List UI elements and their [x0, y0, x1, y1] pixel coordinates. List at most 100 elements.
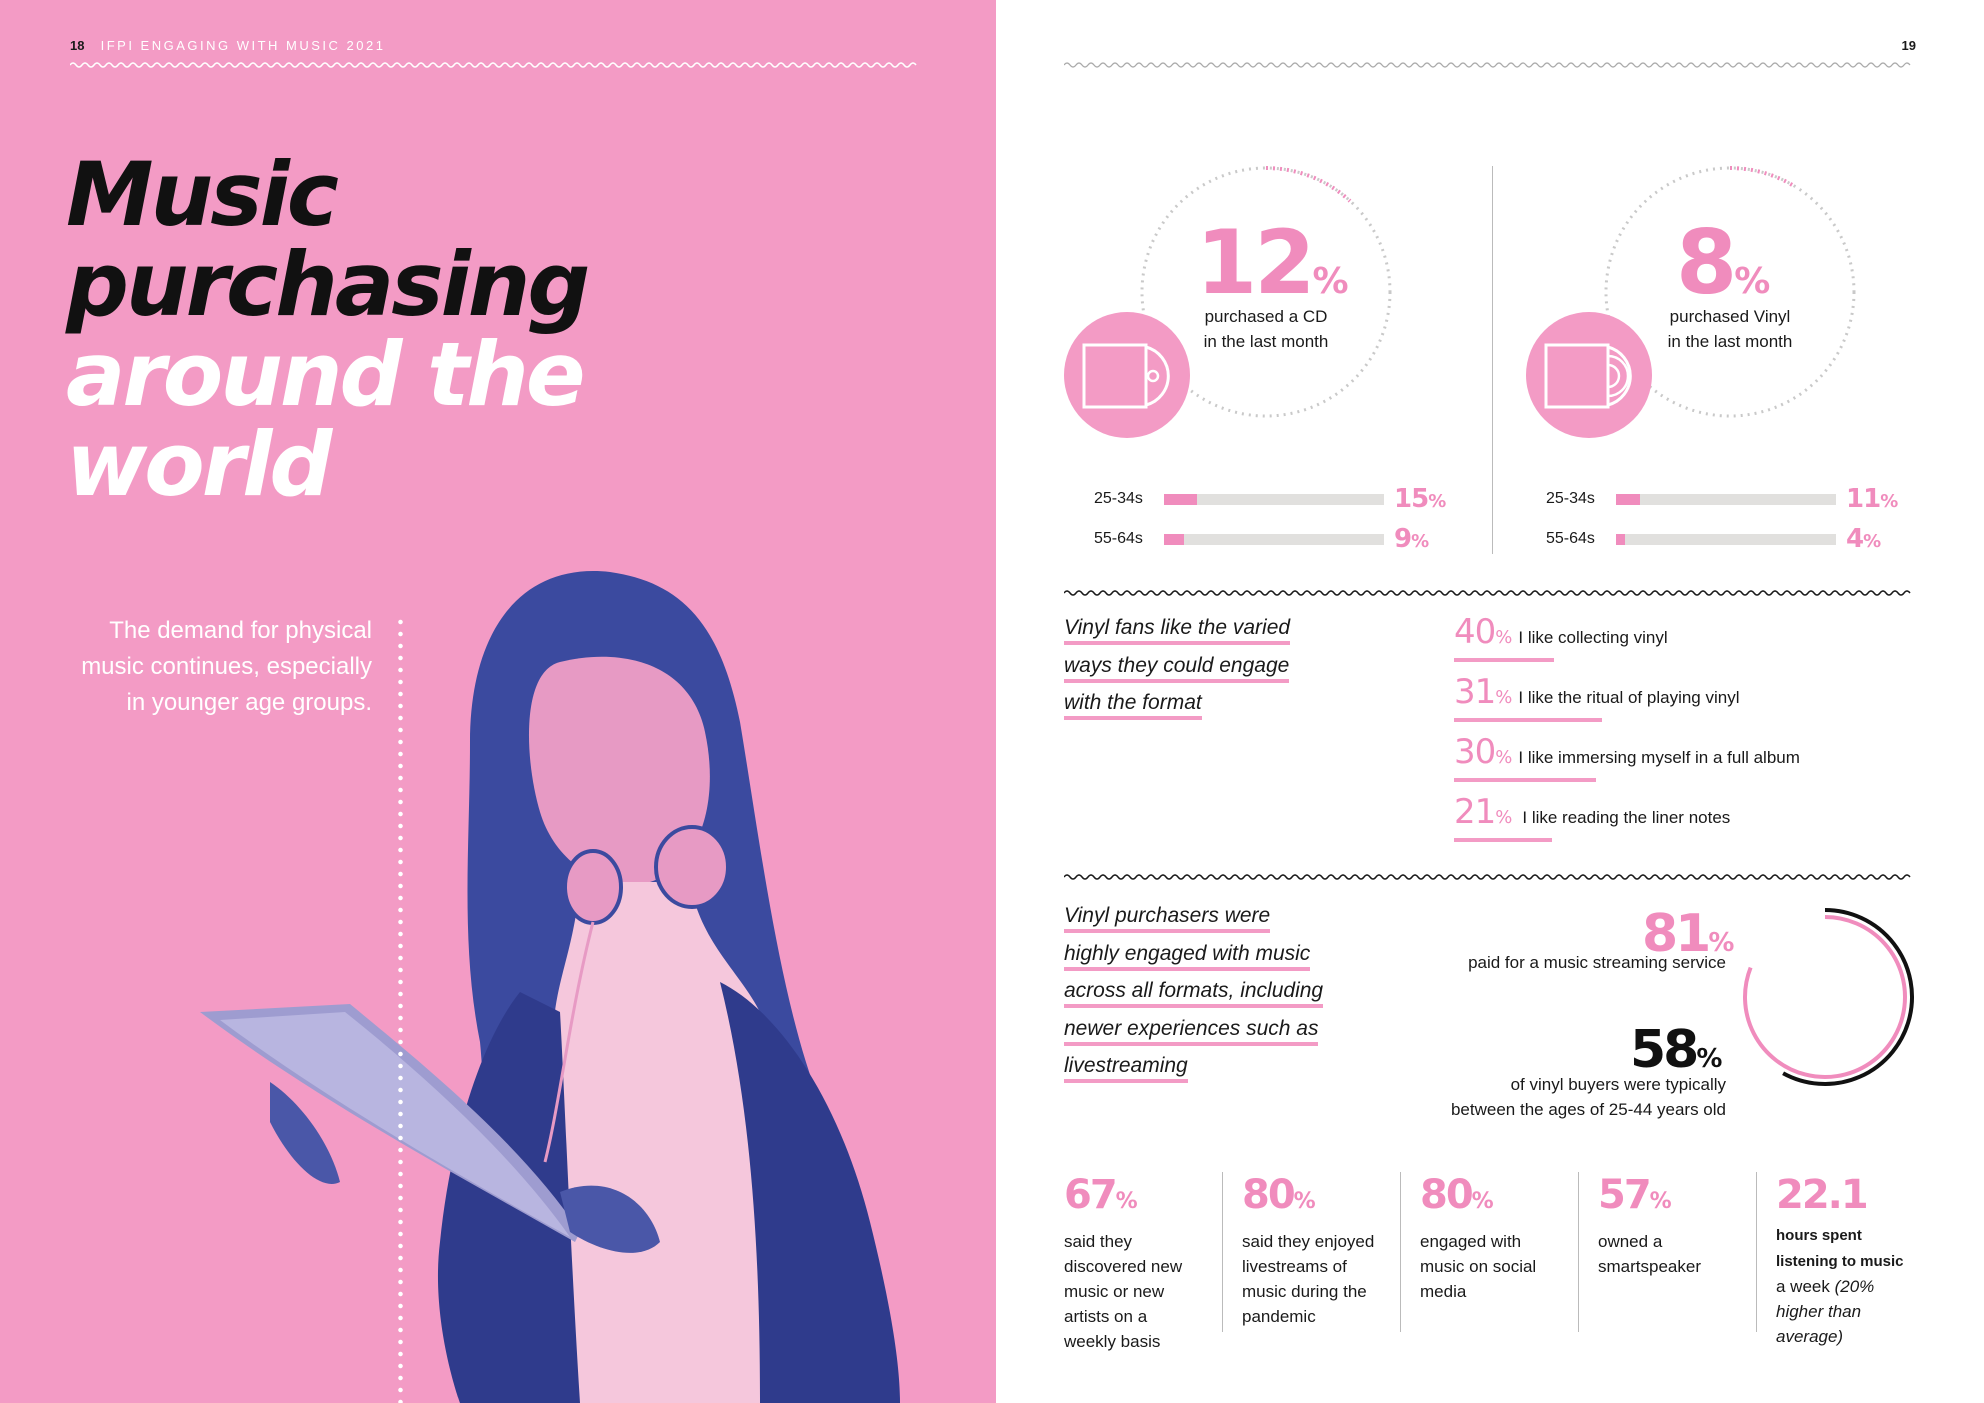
column-2-line-1: said they enjoyed	[1242, 1232, 1375, 1251]
left-page: 18 IFPI ENGAGING WITH MUSIC 2021 Music p…	[0, 0, 996, 1403]
vinyl-bar-row-1: 25-34s 11%	[1546, 484, 1898, 514]
hours-line-3a: a week	[1776, 1277, 1830, 1296]
stat-column-1: 67% said they discovered new music or ne…	[1064, 1172, 1214, 1354]
column-3-line-3: media	[1420, 1282, 1467, 1301]
vinyl-bar-track-2	[1616, 533, 1836, 545]
cd-dotted-ring	[1140, 166, 1392, 418]
intro-line-1: The demand for physical	[109, 617, 372, 644]
streaming-ring-chart	[1743, 908, 1914, 1086]
vinyl-bar-value-2: 4%	[1846, 524, 1881, 554]
purchasers-quote-line-3: across all formats, including	[1064, 977, 1324, 1008]
intro-line-3: in younger age groups.	[126, 689, 372, 716]
fans-item-3-number: 30	[1454, 732, 1496, 772]
cd-percent-sign: %	[1312, 261, 1349, 302]
vinyl-icon	[1526, 312, 1652, 438]
streaming-description: paid for a music streaming service	[1468, 953, 1726, 972]
fans-item-4-value: 21%	[1454, 792, 1512, 832]
fans-item-1-text: I like collecting vinyl	[1518, 628, 1668, 647]
stat-column-2: 80% said they enjoyed livestreams of mus…	[1242, 1172, 1392, 1329]
column-3-line-2: music on social	[1420, 1257, 1537, 1276]
column-4-value: 57%	[1598, 1172, 1748, 1225]
fans-list-item-2: 31% I like the ritual of playing vinyl	[1454, 672, 1739, 712]
vinyl-fans-quote: Vinyl fans like the varied ways they cou…	[1064, 612, 1364, 725]
stat-column-3: 80% engaged with music on social media	[1420, 1172, 1570, 1304]
fans-item-3-underline	[1454, 778, 1596, 782]
column-1-sign: %	[1115, 1189, 1138, 1214]
streaming-percentage: 81%	[1642, 904, 1734, 964]
fans-quote-line-3: with the format	[1064, 689, 1202, 720]
fans-quote-line-2: ways they could engage	[1064, 652, 1290, 683]
vinyl-bar-value-1-number: 11	[1846, 484, 1881, 514]
cd-icon	[1064, 312, 1190, 438]
column-2-line-2: livestreams of	[1242, 1257, 1347, 1276]
fans-item-1-underline	[1454, 658, 1554, 662]
vinyl-purchasers-quote: Vinyl purchasers were highly engaged wit…	[1064, 900, 1384, 1088]
fans-item-2-underline	[1454, 718, 1602, 722]
fans-list-item-1: 40% I like collecting vinyl	[1454, 612, 1668, 652]
age-line-1: of vinyl buyers were typically	[1510, 1075, 1726, 1094]
column-4-text: owned a smartspeaker	[1598, 1229, 1748, 1279]
column-1-text: said they discovered new music or new ar…	[1064, 1229, 1214, 1354]
fans-item-2-text: I like the ritual of playing vinyl	[1518, 688, 1740, 707]
cd-bar-value-2-number: 9	[1394, 524, 1412, 554]
cd-bar-track-2	[1164, 533, 1384, 545]
age-percent-sign: %	[1696, 1044, 1723, 1074]
hours-line-5: average)	[1776, 1327, 1844, 1346]
vinyl-line-2: in the last month	[1667, 332, 1793, 351]
streaming-value: 81	[1642, 904, 1711, 964]
age-description: of vinyl buyers were typically between t…	[1326, 1072, 1726, 1122]
column-3-sign: %	[1471, 1189, 1494, 1214]
age-percentage: 58%	[1630, 1020, 1722, 1080]
streaming-percent-sign: %	[1708, 928, 1735, 958]
column-2-line-3: music during the	[1242, 1282, 1367, 1301]
column-3-text: engaged with music on social media	[1420, 1229, 1570, 1304]
hours-text: hours spent listening to music a week (2…	[1776, 1222, 1916, 1349]
fans-item-2-number: 31	[1454, 672, 1496, 712]
age-value: 58	[1630, 1020, 1699, 1080]
column-divider-4	[1756, 1172, 1757, 1332]
dotted-divider	[398, 616, 403, 1403]
column-1-line-4: artists on a	[1064, 1307, 1148, 1326]
cd-bar-track-1	[1164, 493, 1384, 505]
hours-line-3b: (20%	[1834, 1277, 1875, 1296]
purchasers-quote-line-1: Vinyl purchasers were	[1064, 902, 1271, 933]
fans-item-2-value: 31%	[1454, 672, 1512, 712]
page-title: Music purchasing around the world	[66, 150, 590, 516]
purchasers-quote-line-4: newer experiences such as	[1064, 1015, 1319, 1046]
fans-item-4-sign: %	[1495, 807, 1513, 828]
column-4-sign: %	[1649, 1189, 1672, 1214]
fans-item-1-sign: %	[1495, 627, 1513, 648]
fans-quote-line-1: Vinyl fans like the varied	[1064, 614, 1291, 645]
column-4-number: 57	[1598, 1172, 1652, 1218]
age-line-2: between the ages of 25-44 years old	[1450, 1100, 1726, 1119]
running-title: IFPI ENGAGING WITH MUSIC 2021	[100, 38, 386, 53]
fans-item-4-text: I like reading the liner notes	[1522, 808, 1731, 827]
cd-percentage: 12%	[1196, 218, 1349, 327]
cd-bar-value-1-number: 15	[1394, 484, 1429, 514]
right-page: 19 12% purchased a CD in the last month …	[996, 0, 1984, 1403]
cd-bar-value-1-sign: %	[1428, 491, 1447, 512]
vinyl-bar-value-2-sign: %	[1863, 531, 1882, 552]
cd-bar-value-2-sign: %	[1411, 531, 1430, 552]
title-line-4: world	[66, 413, 332, 516]
page-number-left: 18	[70, 38, 85, 53]
column-4-line-2: smartspeaker	[1598, 1257, 1701, 1276]
purchasers-quote-line-2: highly engaged with music	[1064, 940, 1311, 971]
cd-bar-fill-2	[1164, 533, 1184, 545]
column-2-text: said they enjoyed livestreams of music d…	[1242, 1229, 1392, 1329]
column-2-sign: %	[1293, 1189, 1316, 1214]
title-line-2: purchasing	[66, 233, 590, 336]
fans-item-3-sign: %	[1495, 747, 1513, 768]
section-wavy-divider-2	[1064, 874, 1911, 880]
column-1-number: 67	[1064, 1172, 1118, 1218]
hours-line-1: hours spent	[1776, 1227, 1862, 1244]
column-1-line-2: discovered new	[1064, 1257, 1183, 1276]
cd-bar-value-2: 9%	[1394, 524, 1429, 554]
fans-item-4-underline	[1454, 838, 1552, 842]
fans-item-3-text: I like immersing myself in a full album	[1518, 748, 1800, 767]
hours-value: 22.1	[1776, 1172, 1869, 1218]
age-arc	[1782, 908, 1914, 1086]
cd-bar-label-1: 25-34s	[1094, 490, 1143, 507]
purchasers-quote-line-5: livestreaming	[1064, 1052, 1188, 1083]
vinyl-bar-value-2-number: 4	[1846, 524, 1864, 554]
